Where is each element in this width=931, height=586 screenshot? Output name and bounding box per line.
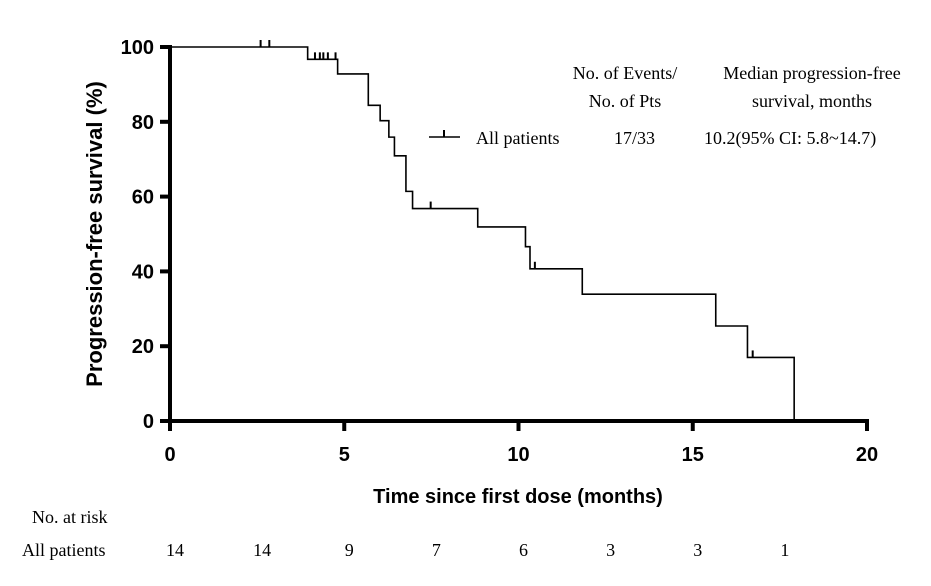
x-tick-label: 20 xyxy=(856,444,878,466)
axes: 0 20 40 60 80 100 0 5 10 15 20 xyxy=(121,37,879,466)
y-tick-label: 60 xyxy=(132,187,154,209)
x-tick-label: 10 xyxy=(507,444,529,466)
risk-value: 14 xyxy=(166,540,184,560)
risk-value: 7 xyxy=(432,540,441,560)
risk-table-title: No. at risk xyxy=(32,507,108,527)
risk-value: 9 xyxy=(345,540,354,560)
legend-header-median-2: survival, months xyxy=(752,91,872,111)
risk-value: 3 xyxy=(606,540,615,560)
y-tick-label: 100 xyxy=(121,37,154,59)
risk-table-row-label: All patients xyxy=(22,540,106,560)
legend-header-median-1: Median progression-free xyxy=(723,63,900,83)
survival-step-line xyxy=(170,46,795,421)
risk-value: 14 xyxy=(253,540,271,560)
y-tick-label: 0 xyxy=(143,411,154,433)
x-tick-label: 0 xyxy=(164,444,175,466)
risk-table: No. at risk All patients 14 14 9 7 6 3 3 1 xyxy=(22,507,789,560)
survival-curve xyxy=(170,40,795,421)
y-tick-label: 80 xyxy=(132,112,154,134)
legend: No. of Events/ No. of Pts Median progres… xyxy=(429,63,901,149)
x-tick-label: 15 xyxy=(682,444,704,466)
legend-header-events-1: No. of Events/ xyxy=(573,63,677,83)
x-tick-label: 5 xyxy=(339,444,350,466)
legend-symbol xyxy=(429,130,460,138)
x-axis-label: Time since first dose (months) xyxy=(373,486,663,508)
legend-header-events-2: No. of Pts xyxy=(589,91,662,111)
risk-value: 1 xyxy=(780,540,789,560)
y-axis-label: Progression-free survival (%) xyxy=(82,81,107,387)
legend-events-value: 17/33 xyxy=(614,128,655,148)
y-tick-label: 20 xyxy=(132,336,154,358)
y-tick-label: 40 xyxy=(132,261,154,283)
risk-value: 6 xyxy=(519,540,528,560)
risk-value: 3 xyxy=(693,540,702,560)
legend-series-label: All patients xyxy=(476,128,560,148)
legend-median-value: 10.2(95% CI: 5.8~14.7) xyxy=(704,128,876,149)
